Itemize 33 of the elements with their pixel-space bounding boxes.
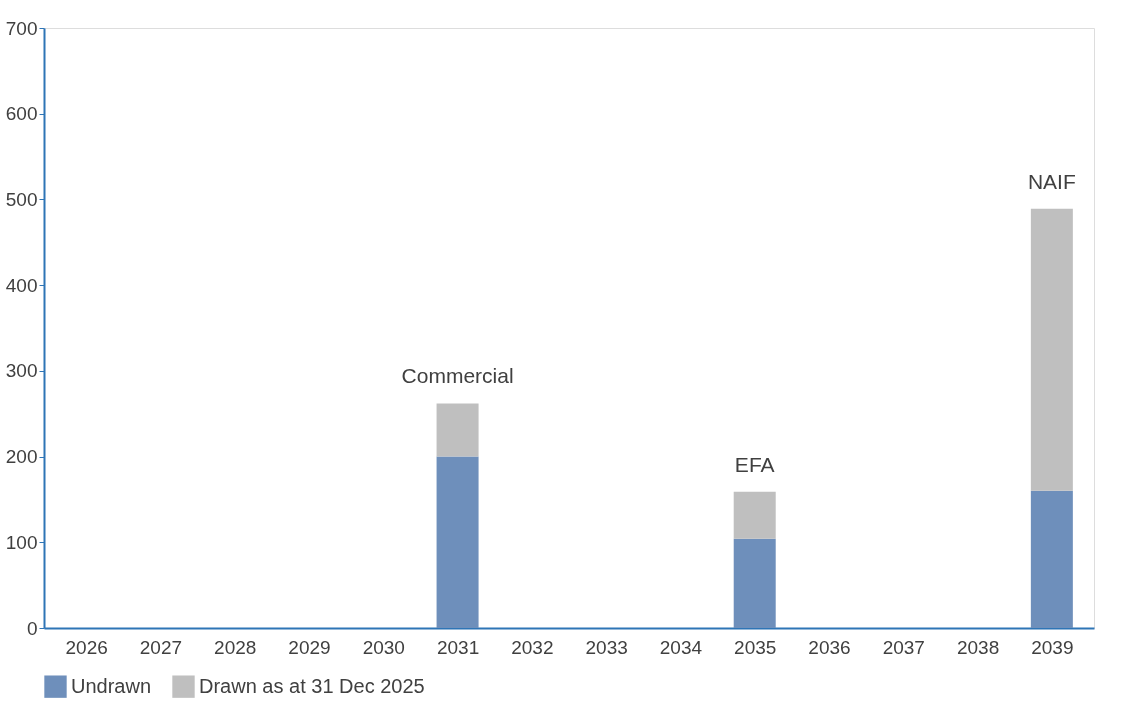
x-tick-label: 2036 (808, 636, 851, 658)
y-tick-label: 0 (26, 617, 38, 639)
x-tick-label: 2027 (139, 636, 183, 658)
x-tick-label: 2029 (288, 636, 331, 658)
x-tick-label: 2026 (65, 636, 108, 658)
y-tick-label: 200 (5, 446, 38, 468)
x-tick-label: 2037 (882, 636, 925, 658)
annotation: EFA (734, 452, 775, 476)
x-tick-label: 2035 (734, 636, 777, 658)
bar (436, 403, 479, 457)
x-tick-label: 2030 (362, 636, 405, 658)
bar (436, 456, 479, 628)
y-tick-label: 300 (5, 360, 38, 382)
x-tick-label: 2034 (659, 636, 703, 658)
y-tick-label: 400 (5, 274, 38, 296)
annotation: Commercial (401, 364, 514, 388)
legend-label: Drawn as at 31 Dec 2025 (199, 674, 425, 697)
bar (733, 491, 776, 539)
legend-label: Undrawn (71, 674, 152, 697)
y-tick-label: 100 (5, 531, 38, 553)
x-tick-label: 2039 (1031, 636, 1074, 658)
y-tick-label: 700 (5, 17, 38, 39)
x-tick-label: 2038 (956, 636, 1000, 658)
bar (1030, 490, 1073, 628)
bar (733, 538, 776, 628)
x-tick-label: 2032 (511, 636, 554, 658)
annotation: NAIF (1027, 169, 1076, 193)
bar (1030, 208, 1073, 491)
y-tick-label: 600 (5, 103, 38, 125)
x-tick-label: 2031 (436, 636, 480, 658)
x-tick-label: 2033 (585, 636, 628, 658)
x-tick-label: 2028 (214, 636, 257, 658)
y-tick-label: 500 (5, 188, 38, 210)
